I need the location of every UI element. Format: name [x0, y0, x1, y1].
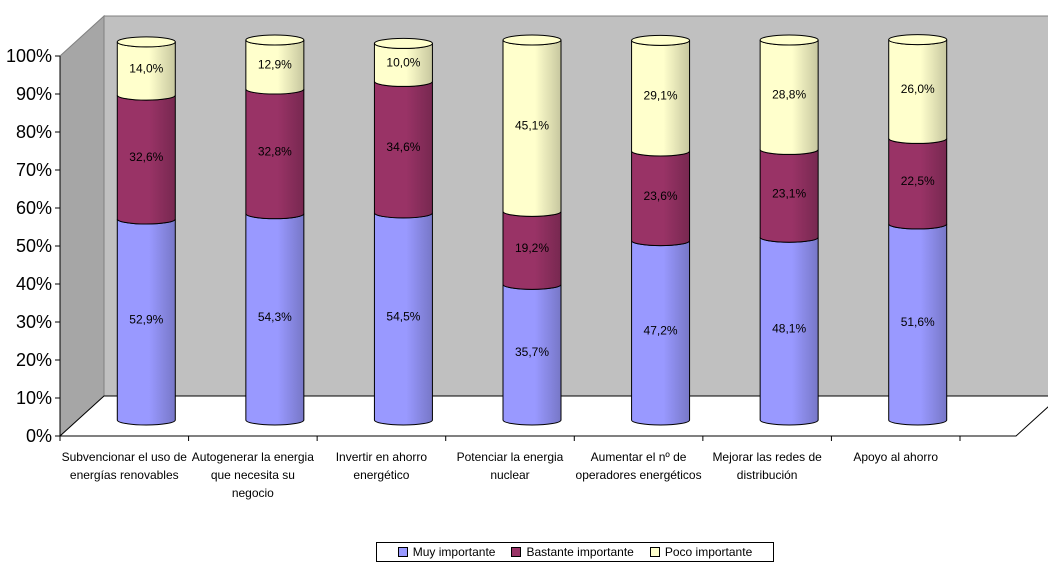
- side-wall: [59, 14, 105, 438]
- y-tick-label: 0%: [26, 426, 52, 446]
- data-label: 34,6%: [386, 140, 420, 154]
- data-label: 32,8%: [258, 144, 292, 158]
- y-tick-label: 80%: [16, 122, 52, 142]
- data-label: 14,0%: [129, 62, 163, 76]
- data-label: 48,1%: [772, 322, 806, 336]
- x-category-label: Potenciar la energia nuclear: [456, 450, 564, 482]
- bar-cap: [245, 34, 305, 46]
- y-tick-label: 40%: [16, 274, 52, 294]
- data-label: 23,1%: [772, 186, 806, 200]
- data-label: 52,9%: [129, 312, 163, 326]
- y-tick-label: 20%: [16, 350, 52, 370]
- bar-cap: [502, 34, 562, 46]
- y-tick-label: 10%: [16, 388, 52, 408]
- data-label: 29,1%: [644, 89, 678, 103]
- bar-cap: [759, 34, 819, 46]
- legend-label: Bastante importante: [526, 545, 634, 559]
- legend-label: Poco importante: [664, 545, 753, 559]
- data-label: 47,2%: [644, 323, 678, 337]
- data-label: 35,7%: [515, 345, 549, 359]
- y-tick-label: 100%: [6, 46, 52, 66]
- data-label: 28,8%: [772, 88, 806, 102]
- bar-cap: [116, 36, 176, 48]
- x-category-label: Subvencionar el uso de energías renovabl…: [61, 450, 187, 482]
- legend: Muy importante Bastante importante Poco im…: [376, 542, 774, 562]
- data-label: 10,0%: [386, 55, 420, 69]
- y-tick-label: 60%: [16, 198, 52, 218]
- legend-label: Muy importante: [412, 545, 496, 559]
- y-tick-label: 70%: [16, 160, 52, 180]
- data-label: 12,9%: [258, 58, 292, 72]
- y-tick-label: 90%: [16, 84, 52, 104]
- data-label: 32,6%: [129, 150, 163, 164]
- data-label: 23,6%: [644, 189, 678, 203]
- data-label: 19,2%: [515, 241, 549, 255]
- y-tick-label: 50%: [16, 236, 52, 256]
- legend-item: Muy importante: [397, 545, 496, 559]
- x-category-label: Autogenerar la energia que necesita su n…: [191, 450, 314, 500]
- x-category-label: Mejorar las redes de distribución: [712, 450, 822, 482]
- x-category-label: Aumentar el nº de operadores energéticos: [575, 450, 702, 482]
- data-label: 54,5%: [386, 309, 420, 323]
- x-category-label: Apoyo al ahorro: [853, 450, 939, 464]
- data-label: 22,5%: [901, 174, 935, 188]
- x-category-label: Invertir en ahorro energético: [335, 450, 428, 482]
- bar-cap: [631, 34, 691, 46]
- legend-swatch: [649, 547, 660, 557]
- bar-cap: [888, 34, 948, 46]
- data-label: 54,3%: [258, 310, 292, 324]
- data-label: 45,1%: [515, 119, 549, 133]
- legend-swatch: [397, 547, 408, 557]
- legend-item: Bastante importante: [511, 545, 634, 559]
- bar-cap: [373, 37, 433, 49]
- legend-swatch: [511, 547, 522, 557]
- data-label: 51,6%: [901, 315, 935, 329]
- legend-item: Poco importante: [649, 545, 753, 559]
- y-tick-label: 30%: [16, 312, 52, 332]
- data-label: 26,0%: [901, 82, 935, 96]
